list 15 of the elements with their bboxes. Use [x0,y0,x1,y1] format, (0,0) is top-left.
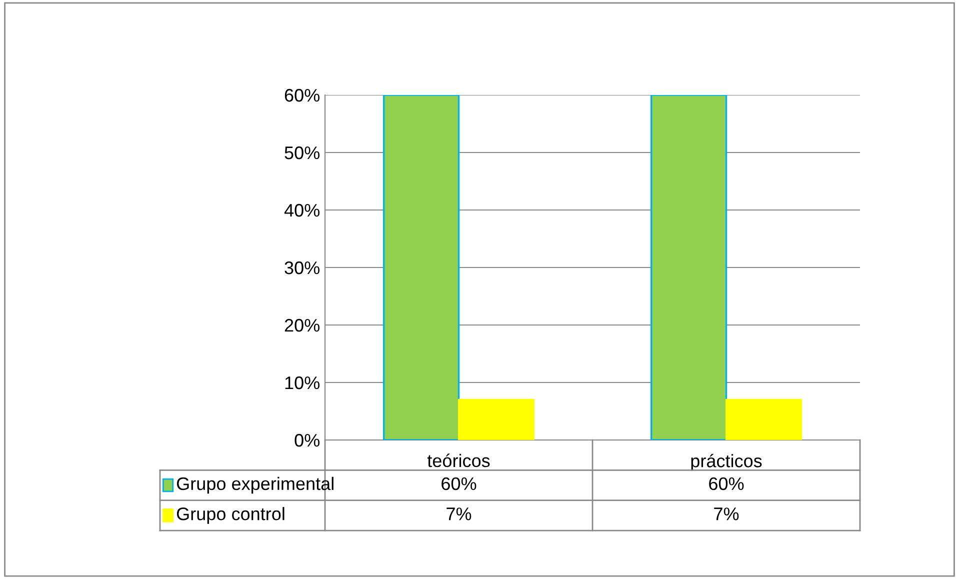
data-label: 7% [714,508,739,520]
y-tick-label: 50% [284,146,320,160]
y-tick-label: 10% [285,376,320,390]
data-label: 60% [709,477,744,490]
y-tick-label: 0% [294,434,320,447]
data-label: 60% [442,477,476,490]
data-label: 7% [446,508,472,520]
x-tick-label: prácticos [691,454,762,471]
y-tick-label: 30% [284,261,320,274]
y-tick-label: 60% [284,88,320,102]
legend-label: Grupo experimental [176,476,334,494]
y-tick-label: 40% [284,204,320,217]
legend-label: Grupo control [176,507,284,524]
x-tick-label: teóricos [427,454,490,468]
y-tick-label: 20% [284,318,320,332]
